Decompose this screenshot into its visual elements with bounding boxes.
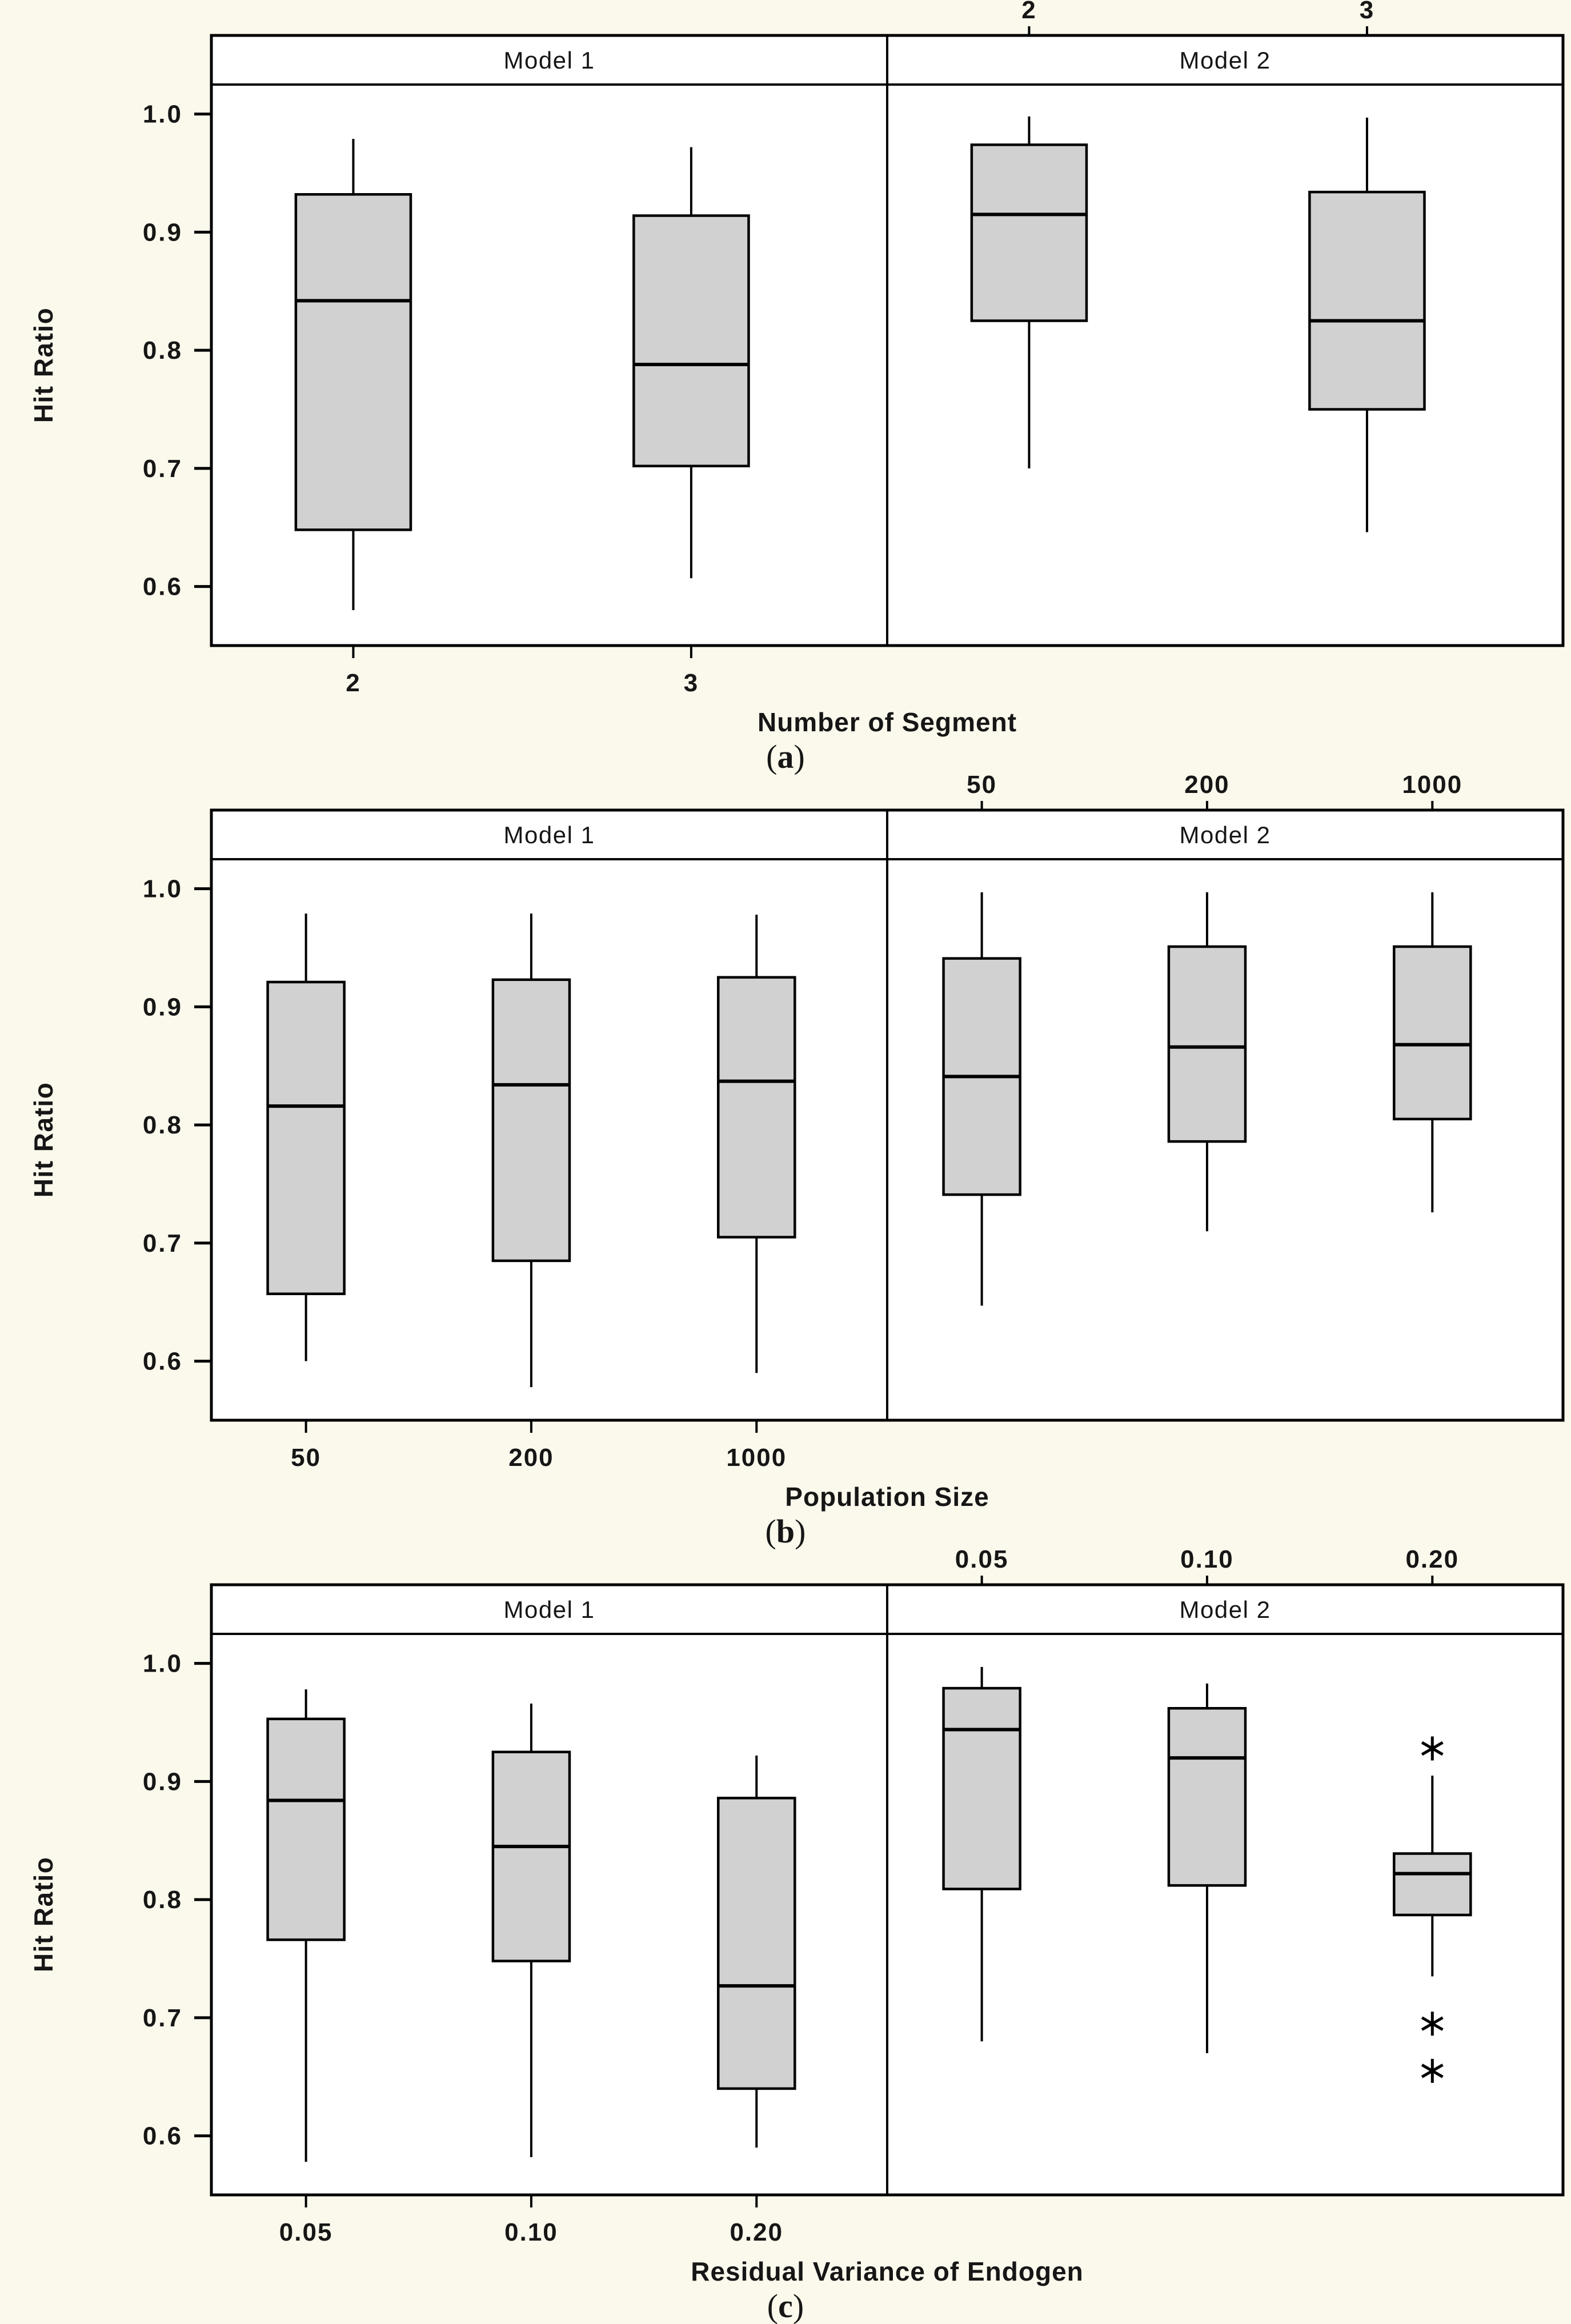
y-tick-label: 0.8 bbox=[143, 336, 183, 364]
box-iqr bbox=[1167, 945, 1247, 1143]
panel-b: Model 1 Model 2 1.0 0.9 0.8 0.7 0.6 Hit Ratio 50… bbox=[29, 775, 1565, 1549]
y-tick-label: 1.0 bbox=[143, 1650, 183, 1678]
top-x-tick-label: 200 bbox=[1184, 775, 1229, 799]
panel-caption: (b) bbox=[766, 1513, 806, 1549]
box-iqr bbox=[970, 143, 1088, 322]
facet-boxes-1 bbox=[266, 913, 796, 1388]
top-x-tick-label: 0.20 bbox=[1405, 1549, 1459, 1573]
box-iqr bbox=[491, 1750, 571, 1962]
plot-frame bbox=[210, 1583, 1565, 2197]
bottom-x-tick-label: 0.05 bbox=[279, 2218, 333, 2246]
y-tick-label: 0.6 bbox=[143, 573, 183, 601]
box-iqr bbox=[491, 978, 571, 1263]
panel-caption: (a) bbox=[766, 738, 805, 775]
bottom-x-tick-label: 50 bbox=[291, 1444, 321, 1472]
bottom-x-tick-label: 0.10 bbox=[504, 2218, 558, 2246]
y-axis-title: Hit Ratio bbox=[29, 1082, 58, 1198]
top-x-tick-label: 50 bbox=[967, 775, 997, 799]
box-iqr bbox=[717, 1797, 796, 2090]
y-tick-label: 0.8 bbox=[143, 1886, 183, 1914]
outlier-star bbox=[1421, 2058, 1444, 2083]
box-iqr bbox=[1167, 1706, 1247, 1887]
outlier-star-spoke bbox=[1421, 2063, 1444, 2078]
x-axis-title: Population Size bbox=[785, 1482, 989, 1512]
box-iqr bbox=[266, 980, 346, 1296]
outlier-star bbox=[1421, 2012, 1444, 2036]
y-tick-label: 0.7 bbox=[143, 2004, 183, 2032]
y-tick-label: 0.9 bbox=[143, 993, 183, 1021]
y-tick-label: 0.7 bbox=[143, 455, 183, 483]
facet-header-label: Model 2 bbox=[1180, 47, 1271, 74]
box-iqr bbox=[632, 214, 750, 468]
outlier-star-spoke bbox=[1421, 2016, 1444, 2031]
outlier-star bbox=[1421, 1736, 1444, 1761]
top-x-tick-label: 1000 bbox=[1402, 775, 1462, 799]
facet-boxes-2 bbox=[970, 116, 1426, 532]
box-iqr bbox=[266, 1717, 346, 1941]
x-axis-title: Number of Segment bbox=[758, 707, 1017, 737]
plot-frame bbox=[210, 34, 1565, 647]
bottom-x-tick-label: 0.20 bbox=[730, 2218, 783, 2246]
top-x-tick-label: 2 bbox=[1021, 0, 1036, 24]
facet-header-label: Model 1 bbox=[504, 1596, 595, 1623]
y-tick-label: 1.0 bbox=[143, 875, 183, 903]
x-axis-title: Residual Variance of Endogen bbox=[691, 2257, 1084, 2286]
bottom-x-tick-label: 3 bbox=[684, 669, 699, 697]
bottom-x-tick-label: 1000 bbox=[726, 1444, 787, 1472]
plot-frame bbox=[210, 808, 1565, 1422]
y-axis-title: Hit Ratio bbox=[29, 1857, 58, 1973]
y-tick-label: 0.7 bbox=[143, 1229, 183, 1257]
facet-header-label: Model 2 bbox=[1180, 822, 1271, 848]
panel-a: Model 1 Model 2 1.0 0.9 0.8 0.7 0.6 Hit Ratio 2 3… bbox=[29, 0, 1565, 775]
top-x-tick-label: 0.10 bbox=[1180, 1549, 1234, 1573]
facet-header-label: Model 2 bbox=[1180, 1596, 1271, 1623]
y-tick-label: 0.9 bbox=[143, 218, 183, 246]
facet-boxes-2 bbox=[942, 892, 1472, 1306]
top-x-tick-label: 3 bbox=[1360, 0, 1374, 24]
y-axis-title: Hit Ratio bbox=[29, 307, 58, 423]
y-tick-label: 0.6 bbox=[143, 1348, 183, 1376]
box-iqr bbox=[1393, 1852, 1472, 1917]
facet-header-label: Model 1 bbox=[504, 822, 595, 848]
bottom-x-tick-label: 200 bbox=[508, 1444, 554, 1472]
outlier-star-spoke bbox=[1421, 1741, 1444, 1756]
box-iqr bbox=[294, 193, 412, 531]
box-iqr bbox=[1308, 190, 1426, 411]
top-x-tick-label: 0.05 bbox=[955, 1549, 1009, 1573]
facet-header-label: Model 1 bbox=[504, 47, 595, 74]
y-tick-label: 0.6 bbox=[143, 2122, 183, 2150]
bottom-x-tick-label: 2 bbox=[346, 669, 360, 697]
y-tick-label: 0.9 bbox=[143, 1768, 183, 1796]
panel-c: Model 1 Model 2 1.0 0.9 0.8 0.7 0.6 Hit Ratio 0.… bbox=[29, 1549, 1565, 2324]
y-tick-label: 1.0 bbox=[143, 101, 183, 129]
facet-boxes-1 bbox=[266, 1689, 796, 2162]
box-iqr bbox=[942, 1686, 1021, 1890]
panel-caption: (c) bbox=[767, 2287, 804, 2324]
box-iqr bbox=[717, 976, 796, 1239]
y-tick-label: 0.8 bbox=[143, 1111, 183, 1139]
facet-boxes-1 bbox=[294, 139, 750, 610]
facet-boxes-2 bbox=[942, 1666, 1472, 2083]
box-iqr bbox=[1393, 945, 1472, 1121]
